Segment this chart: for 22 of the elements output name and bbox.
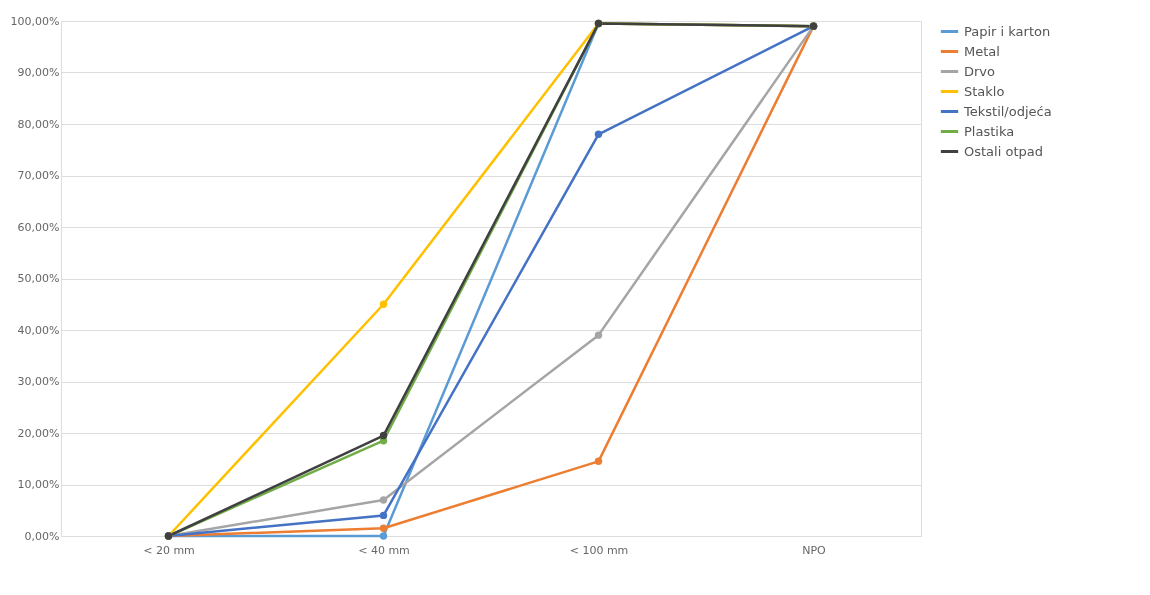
y-tick-label: 10,00% — [17, 478, 60, 491]
y-tick-label: 0,00% — [24, 529, 60, 543]
y-tick-label: 50,00% — [17, 272, 60, 285]
legend-label: Papir i karton — [964, 23, 1051, 39]
x-tick-label: < 100 mm — [569, 543, 629, 557]
y-tick-label: 40,00% — [17, 323, 60, 337]
x-tick-label: NPO — [802, 543, 827, 557]
legend-label: Tekstil/odjeća — [963, 103, 1052, 119]
y-tick-label: 70,00% — [17, 169, 60, 182]
x-tick-label: < 40 mm — [358, 543, 410, 557]
y-tick-label: 20,00% — [17, 426, 60, 440]
legend-label: Plastika — [964, 123, 1015, 139]
y-tick-label: 100,00% — [10, 14, 60, 28]
x-tick-label: < 20 mm — [143, 543, 195, 557]
legend-label: Metal — [964, 43, 1000, 59]
y-tick-label: 60,00% — [17, 220, 60, 234]
legend-label: Drvo — [964, 63, 996, 79]
y-tick-label: 30,00% — [17, 375, 60, 388]
legend-label: Ostali otpad — [964, 143, 1043, 159]
legend-label: Staklo — [964, 83, 1005, 99]
y-tick-label: 80,00% — [17, 117, 60, 131]
y-tick-label: 90,00% — [17, 66, 60, 79]
